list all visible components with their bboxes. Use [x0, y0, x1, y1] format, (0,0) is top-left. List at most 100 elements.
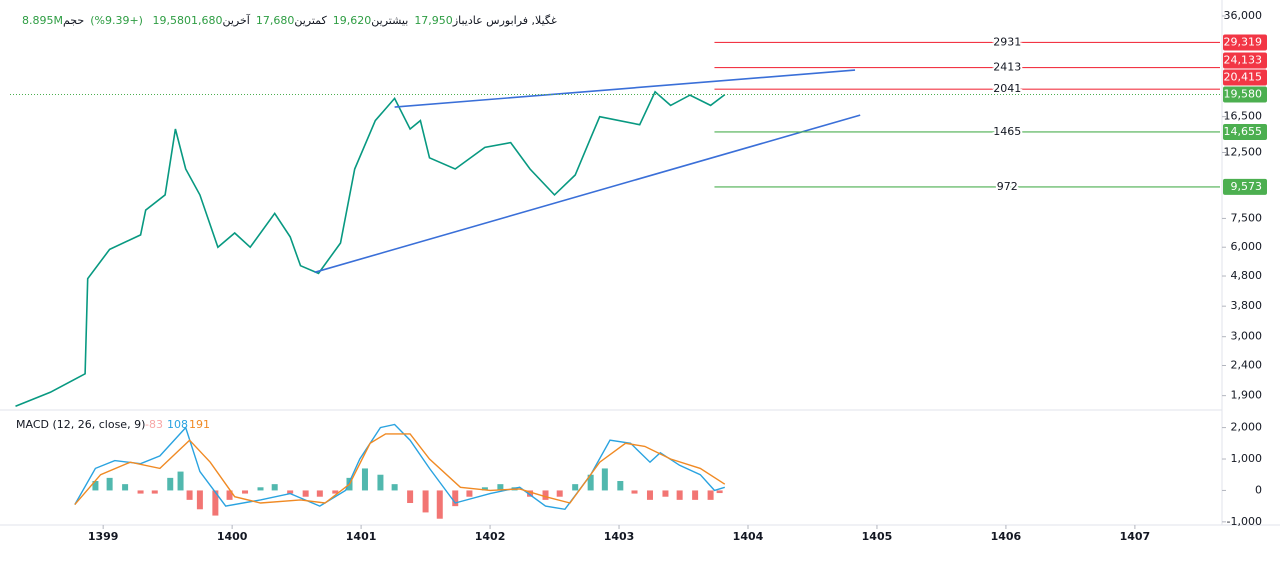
- histogram-bar: [226, 490, 233, 500]
- price-tag-label: 19,580: [1224, 88, 1263, 101]
- histogram-bar: [122, 484, 129, 491]
- y-tick-label: 1,900: [1231, 389, 1263, 402]
- y-tick-label: 3,800: [1231, 299, 1263, 312]
- y-tick-label: 0: [1255, 483, 1262, 496]
- trendline: [394, 69, 856, 108]
- histogram-bar: [316, 490, 323, 497]
- field-label: بیشترین: [371, 14, 409, 27]
- y-tick-label: 36,000: [1224, 9, 1263, 22]
- x-tick-label: 1399: [88, 530, 119, 543]
- histogram-bar: [377, 474, 384, 491]
- field-value: 19,620: [332, 14, 372, 27]
- histogram-bar: [497, 484, 504, 491]
- histogram-bar: [186, 490, 193, 500]
- x-tick-label: 1401: [346, 530, 377, 543]
- histogram-bar: [452, 490, 459, 507]
- y-tick-label: 6,000: [1231, 240, 1263, 253]
- histogram-bar: [527, 490, 534, 497]
- x-tick-label: 1402: [475, 530, 506, 543]
- histogram-bar: [151, 490, 158, 494]
- x-tick-label: 1406: [991, 530, 1022, 543]
- price-tag-label: 9,573: [1231, 180, 1263, 193]
- histogram-bar: [587, 474, 594, 491]
- field-value: 17,680: [255, 14, 295, 27]
- price-tag-label: 20,415: [1224, 71, 1263, 84]
- histogram-bar: [92, 481, 99, 491]
- histogram-bar: [542, 490, 549, 500]
- histogram-bar: [631, 490, 638, 494]
- histogram-bar: [422, 490, 429, 513]
- macd-line: [74, 423, 726, 511]
- histogram-bar: [466, 490, 473, 497]
- trendline: [314, 114, 861, 274]
- level-name: 2931: [993, 35, 1021, 48]
- price-tag: [1223, 69, 1267, 86]
- y-tick-label: 1,000: [1231, 452, 1263, 465]
- histogram-bar: [332, 490, 339, 494]
- macd-legend-value: 191: [189, 418, 210, 431]
- y-tick-label: 2,000: [1231, 421, 1263, 434]
- histogram-bar: [287, 490, 294, 494]
- y-tick-label: 7,500: [1231, 211, 1263, 224]
- histogram-bar: [716, 490, 723, 494]
- price-line: [15, 90, 726, 408]
- macd-title: MACD (12, 26, close, 9): [16, 418, 145, 431]
- y-tick-label: 4,800: [1231, 269, 1263, 282]
- price-tag: [1223, 86, 1267, 103]
- price-tag-label: 29,319: [1224, 35, 1263, 48]
- price-tag: [1223, 34, 1267, 51]
- x-tick-label: 1405: [862, 530, 893, 543]
- x-tick-label: 1404: [733, 530, 764, 543]
- y-tick-label: -1,000: [1227, 515, 1262, 528]
- x-tick-label: 1407: [1120, 530, 1151, 543]
- price-tag: [1223, 178, 1267, 195]
- histogram-bar: [391, 484, 398, 491]
- symbol: غگیلا, فرابورس عادی: [464, 14, 557, 27]
- histogram-bar: [617, 481, 624, 491]
- histogram-bar: [601, 468, 608, 491]
- histogram-bar: [407, 490, 414, 504]
- histogram-bar: [662, 490, 669, 497]
- histogram-bar: [676, 490, 683, 500]
- histogram-bar: [646, 490, 653, 500]
- histogram-bar: [707, 490, 714, 500]
- histogram-bar: [556, 490, 563, 497]
- histogram-bar: [137, 490, 144, 494]
- histogram-bar: [481, 487, 488, 491]
- y-tick-label: 16,500: [1224, 110, 1263, 123]
- histogram-bar: [436, 490, 443, 519]
- y-tick-label: 12,500: [1224, 145, 1263, 158]
- field-label: حجم: [62, 14, 85, 27]
- histogram-bar: [167, 477, 174, 491]
- field-value: 1,680 (+9.39%): [90, 14, 223, 27]
- field-value: 8.895M: [22, 14, 63, 27]
- macd-legend-value: 108: [167, 418, 188, 431]
- histogram-bar: [196, 490, 203, 510]
- macd-line: [74, 433, 726, 506]
- level-name: 2041: [993, 82, 1021, 95]
- histogram-bar: [692, 490, 699, 500]
- price-tag: [1223, 123, 1267, 140]
- x-tick-label: 1400: [217, 530, 248, 543]
- histogram-bar: [106, 477, 113, 491]
- histogram-bar: [257, 487, 264, 491]
- field-label: باز: [452, 14, 465, 27]
- level-name: 2413: [993, 61, 1021, 74]
- histogram-bar: [302, 490, 309, 497]
- price-tag: [1223, 52, 1267, 69]
- header: غگیلا, فرابورس عادیباز17,950 بیشترین19,62…: [16, 14, 557, 27]
- histogram-bar: [271, 484, 278, 491]
- price-tag-label: 14,655: [1224, 125, 1263, 138]
- x-tick-label: 1403: [604, 530, 635, 543]
- macd-legend-value: -83: [145, 418, 163, 431]
- field-label: کمترین: [294, 14, 327, 27]
- histogram-bar: [361, 468, 368, 491]
- y-tick-label: 2,400: [1231, 358, 1263, 371]
- histogram-bar: [212, 490, 219, 516]
- field-value: 19,580: [152, 14, 191, 27]
- histogram-bar: [177, 471, 184, 491]
- histogram-bar: [242, 490, 249, 494]
- field-label: آخرین: [222, 14, 250, 27]
